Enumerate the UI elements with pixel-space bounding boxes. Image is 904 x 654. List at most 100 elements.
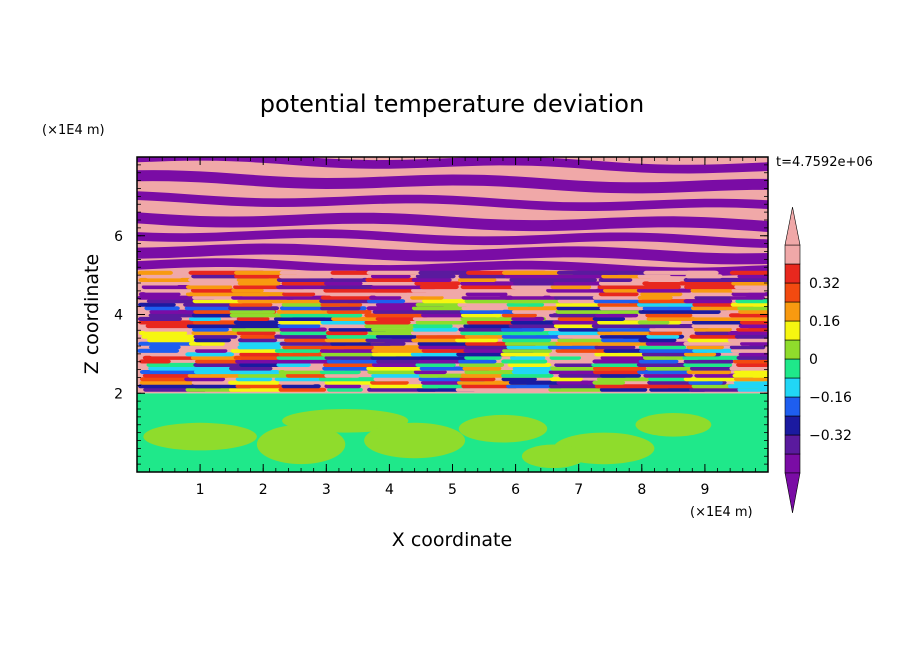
field-cell — [142, 327, 191, 332]
field-cell — [648, 331, 682, 336]
field-band — [137, 212, 768, 232]
field-cell — [192, 320, 247, 325]
field-cell — [730, 302, 768, 307]
y-axis-label: Z coordinate — [81, 254, 103, 374]
field-band — [137, 229, 768, 248]
field-cell — [598, 277, 633, 282]
field-cell — [511, 370, 550, 375]
field-cell — [187, 373, 248, 378]
field-cell — [235, 377, 273, 382]
field-cell — [415, 274, 456, 279]
field-cell — [735, 299, 768, 304]
field-cell — [500, 327, 545, 332]
field-cell — [138, 277, 204, 282]
field-cell — [637, 320, 670, 325]
field-cell — [364, 320, 411, 325]
field-cell — [185, 352, 234, 357]
field-cell — [731, 288, 767, 293]
field-cell — [592, 316, 626, 321]
field-cell — [278, 380, 316, 385]
field-cell — [366, 306, 416, 311]
field-cell — [411, 277, 452, 282]
field-cell — [683, 277, 752, 282]
field-cell — [240, 334, 277, 339]
y-tick-label: 4 — [114, 308, 123, 324]
field-cell — [637, 274, 671, 279]
field-cell — [734, 285, 768, 290]
x-tick-label: 4 — [385, 482, 394, 498]
field-cell — [595, 313, 639, 318]
x-tick-label: 2 — [259, 482, 268, 498]
field-cell — [331, 274, 365, 279]
colorbar-bin — [784, 244, 801, 265]
field-cell — [686, 345, 724, 350]
field-cell — [276, 277, 330, 282]
field-cell — [640, 292, 683, 297]
field-cell — [462, 366, 502, 371]
field-cell — [598, 292, 639, 297]
field-cell — [691, 324, 751, 329]
field-cell — [370, 355, 426, 360]
field-cell — [463, 324, 525, 329]
field-cell — [688, 380, 723, 385]
field-cell — [685, 274, 723, 279]
field-cell — [319, 348, 380, 353]
field-cell — [236, 316, 270, 321]
field-cell — [506, 302, 545, 307]
field-cell — [138, 281, 180, 286]
field-cell — [185, 387, 243, 392]
field-cell — [279, 274, 333, 279]
field-cell — [455, 338, 499, 343]
field-cell — [639, 348, 709, 353]
field-cell — [190, 355, 243, 360]
field-band — [137, 157, 768, 174]
field-cell — [465, 292, 508, 297]
field-cell — [326, 359, 380, 364]
field-band — [137, 191, 768, 211]
field-cell — [511, 309, 555, 314]
field-cell — [371, 352, 423, 357]
field-cell — [646, 334, 680, 339]
field-cell — [414, 281, 461, 286]
field-cell — [331, 316, 384, 321]
field-cell — [229, 302, 273, 307]
field-cell — [421, 348, 471, 353]
field-cell — [364, 313, 429, 318]
field-cell — [689, 387, 740, 392]
field-cell — [143, 288, 192, 293]
field-cell — [739, 277, 768, 282]
field-blob — [521, 444, 586, 469]
field-cell — [229, 309, 276, 314]
x-tick-label: 6 — [511, 482, 520, 498]
field-cell — [592, 366, 647, 371]
field-cell — [370, 274, 411, 279]
x-tick-label: 7 — [574, 482, 583, 498]
field-cell — [510, 355, 546, 360]
field-cell — [642, 281, 704, 286]
field-cell — [694, 331, 737, 336]
field-cell — [278, 352, 332, 357]
field-cell — [284, 295, 328, 300]
field-cell — [145, 274, 183, 279]
field-cell — [550, 285, 592, 290]
field-cell — [458, 362, 505, 367]
field-cell — [549, 352, 595, 357]
time-label: t=4.7592e+06 — [776, 155, 873, 170]
field-cell — [461, 295, 514, 300]
field-cell — [327, 387, 363, 392]
field-cell — [279, 341, 348, 346]
field-cell — [694, 295, 735, 300]
field-cell — [274, 377, 334, 382]
field-cell — [548, 370, 603, 375]
field-cell — [740, 341, 768, 346]
field-cell — [273, 316, 344, 321]
field-cell — [457, 277, 497, 282]
field-cell — [501, 377, 537, 382]
field-cell — [730, 348, 768, 353]
field-cell — [149, 345, 181, 350]
field-cell — [464, 355, 502, 360]
field-band — [137, 170, 768, 194]
field-cell — [192, 299, 245, 304]
field-cell — [730, 295, 765, 300]
field-cell — [685, 270, 718, 275]
